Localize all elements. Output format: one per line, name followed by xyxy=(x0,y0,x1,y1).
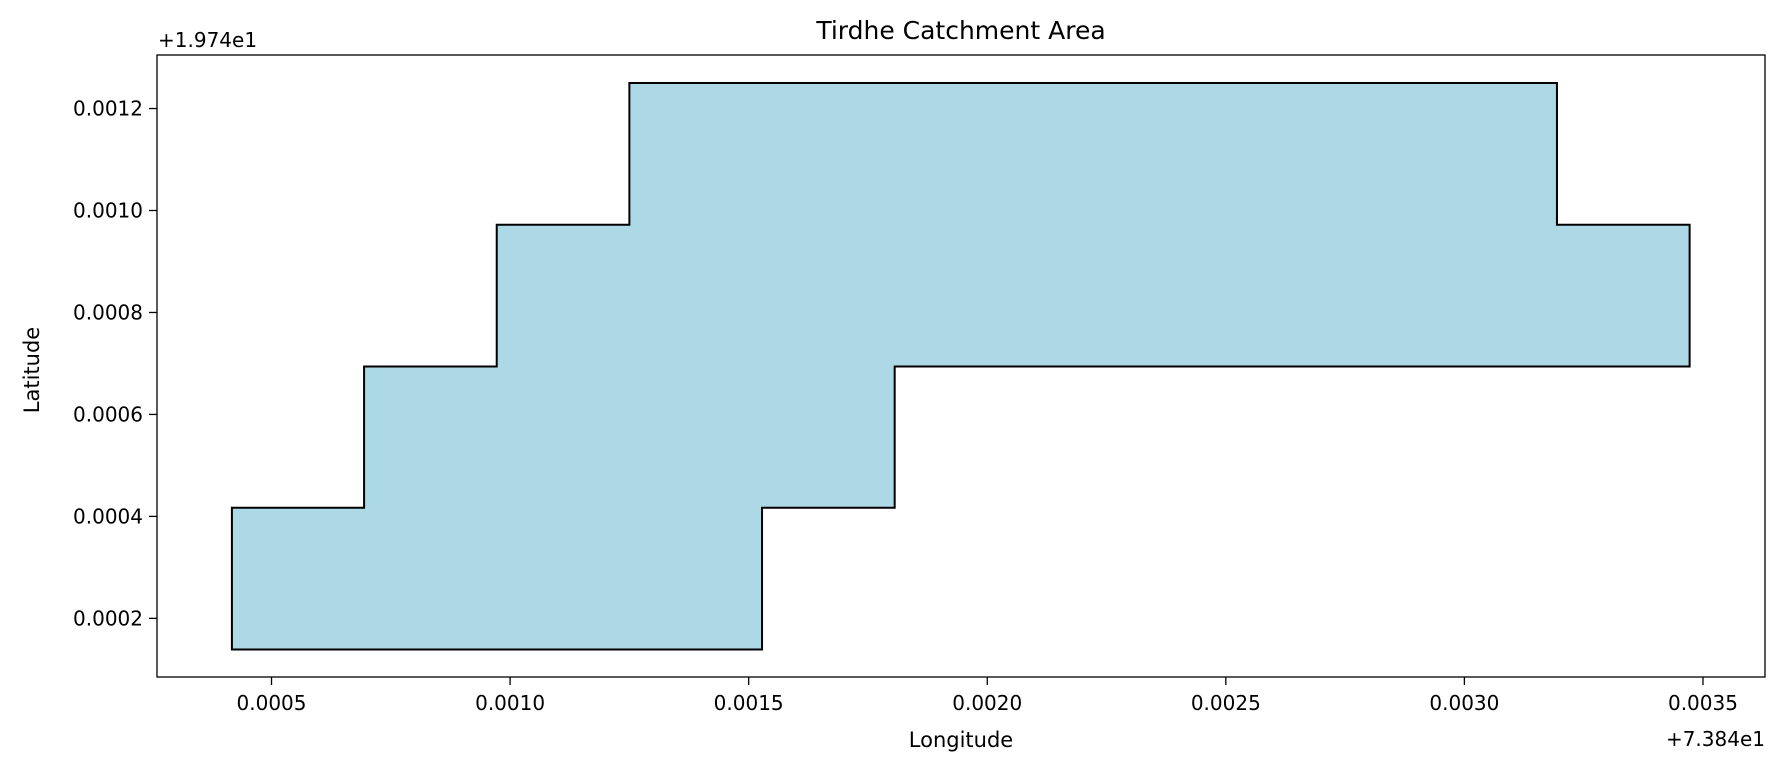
y-tick-label: 0.0010 xyxy=(73,199,143,223)
y-axis-label: Latitude xyxy=(20,327,44,413)
x-tick-label: 0.0015 xyxy=(714,691,784,715)
chart-title: Tirdhe Catchment Area xyxy=(815,16,1105,45)
y-offset-label: +1.974e1 xyxy=(158,28,257,52)
plot-area-frame xyxy=(156,54,1766,678)
y-tick-label: 0.0008 xyxy=(73,300,143,324)
y-tick-label: 0.0002 xyxy=(73,606,143,630)
x-tick-label: 0.0005 xyxy=(237,691,307,715)
x-tick-label: 0.0010 xyxy=(475,691,545,715)
x-axis-label: Longitude xyxy=(909,728,1013,752)
y-tick-label: 0.0004 xyxy=(73,504,143,528)
y-tick-label: 0.0006 xyxy=(73,402,143,426)
x-offset-label: +7.384e1 xyxy=(1666,727,1765,751)
x-tick-label: 0.0025 xyxy=(1191,691,1261,715)
x-tick-label: 0.0035 xyxy=(1668,691,1738,715)
x-tick-label: 0.0030 xyxy=(1429,691,1499,715)
x-tick-label: 0.0020 xyxy=(952,691,1022,715)
catchment-polygon xyxy=(230,82,1691,651)
y-tick-label: 0.0012 xyxy=(73,97,143,121)
